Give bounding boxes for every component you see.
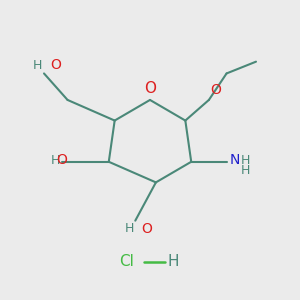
Text: H: H xyxy=(33,59,43,72)
Text: O: O xyxy=(144,81,156,96)
Text: O: O xyxy=(210,83,221,97)
Text: H: H xyxy=(124,222,134,235)
Text: O: O xyxy=(50,58,61,72)
Text: O: O xyxy=(56,153,67,167)
Text: N: N xyxy=(230,153,240,167)
Text: H: H xyxy=(51,154,60,167)
Text: H: H xyxy=(168,254,179,269)
Text: H: H xyxy=(240,164,250,176)
Text: H: H xyxy=(240,154,250,167)
Text: O: O xyxy=(141,222,152,236)
Text: Cl: Cl xyxy=(119,254,134,269)
